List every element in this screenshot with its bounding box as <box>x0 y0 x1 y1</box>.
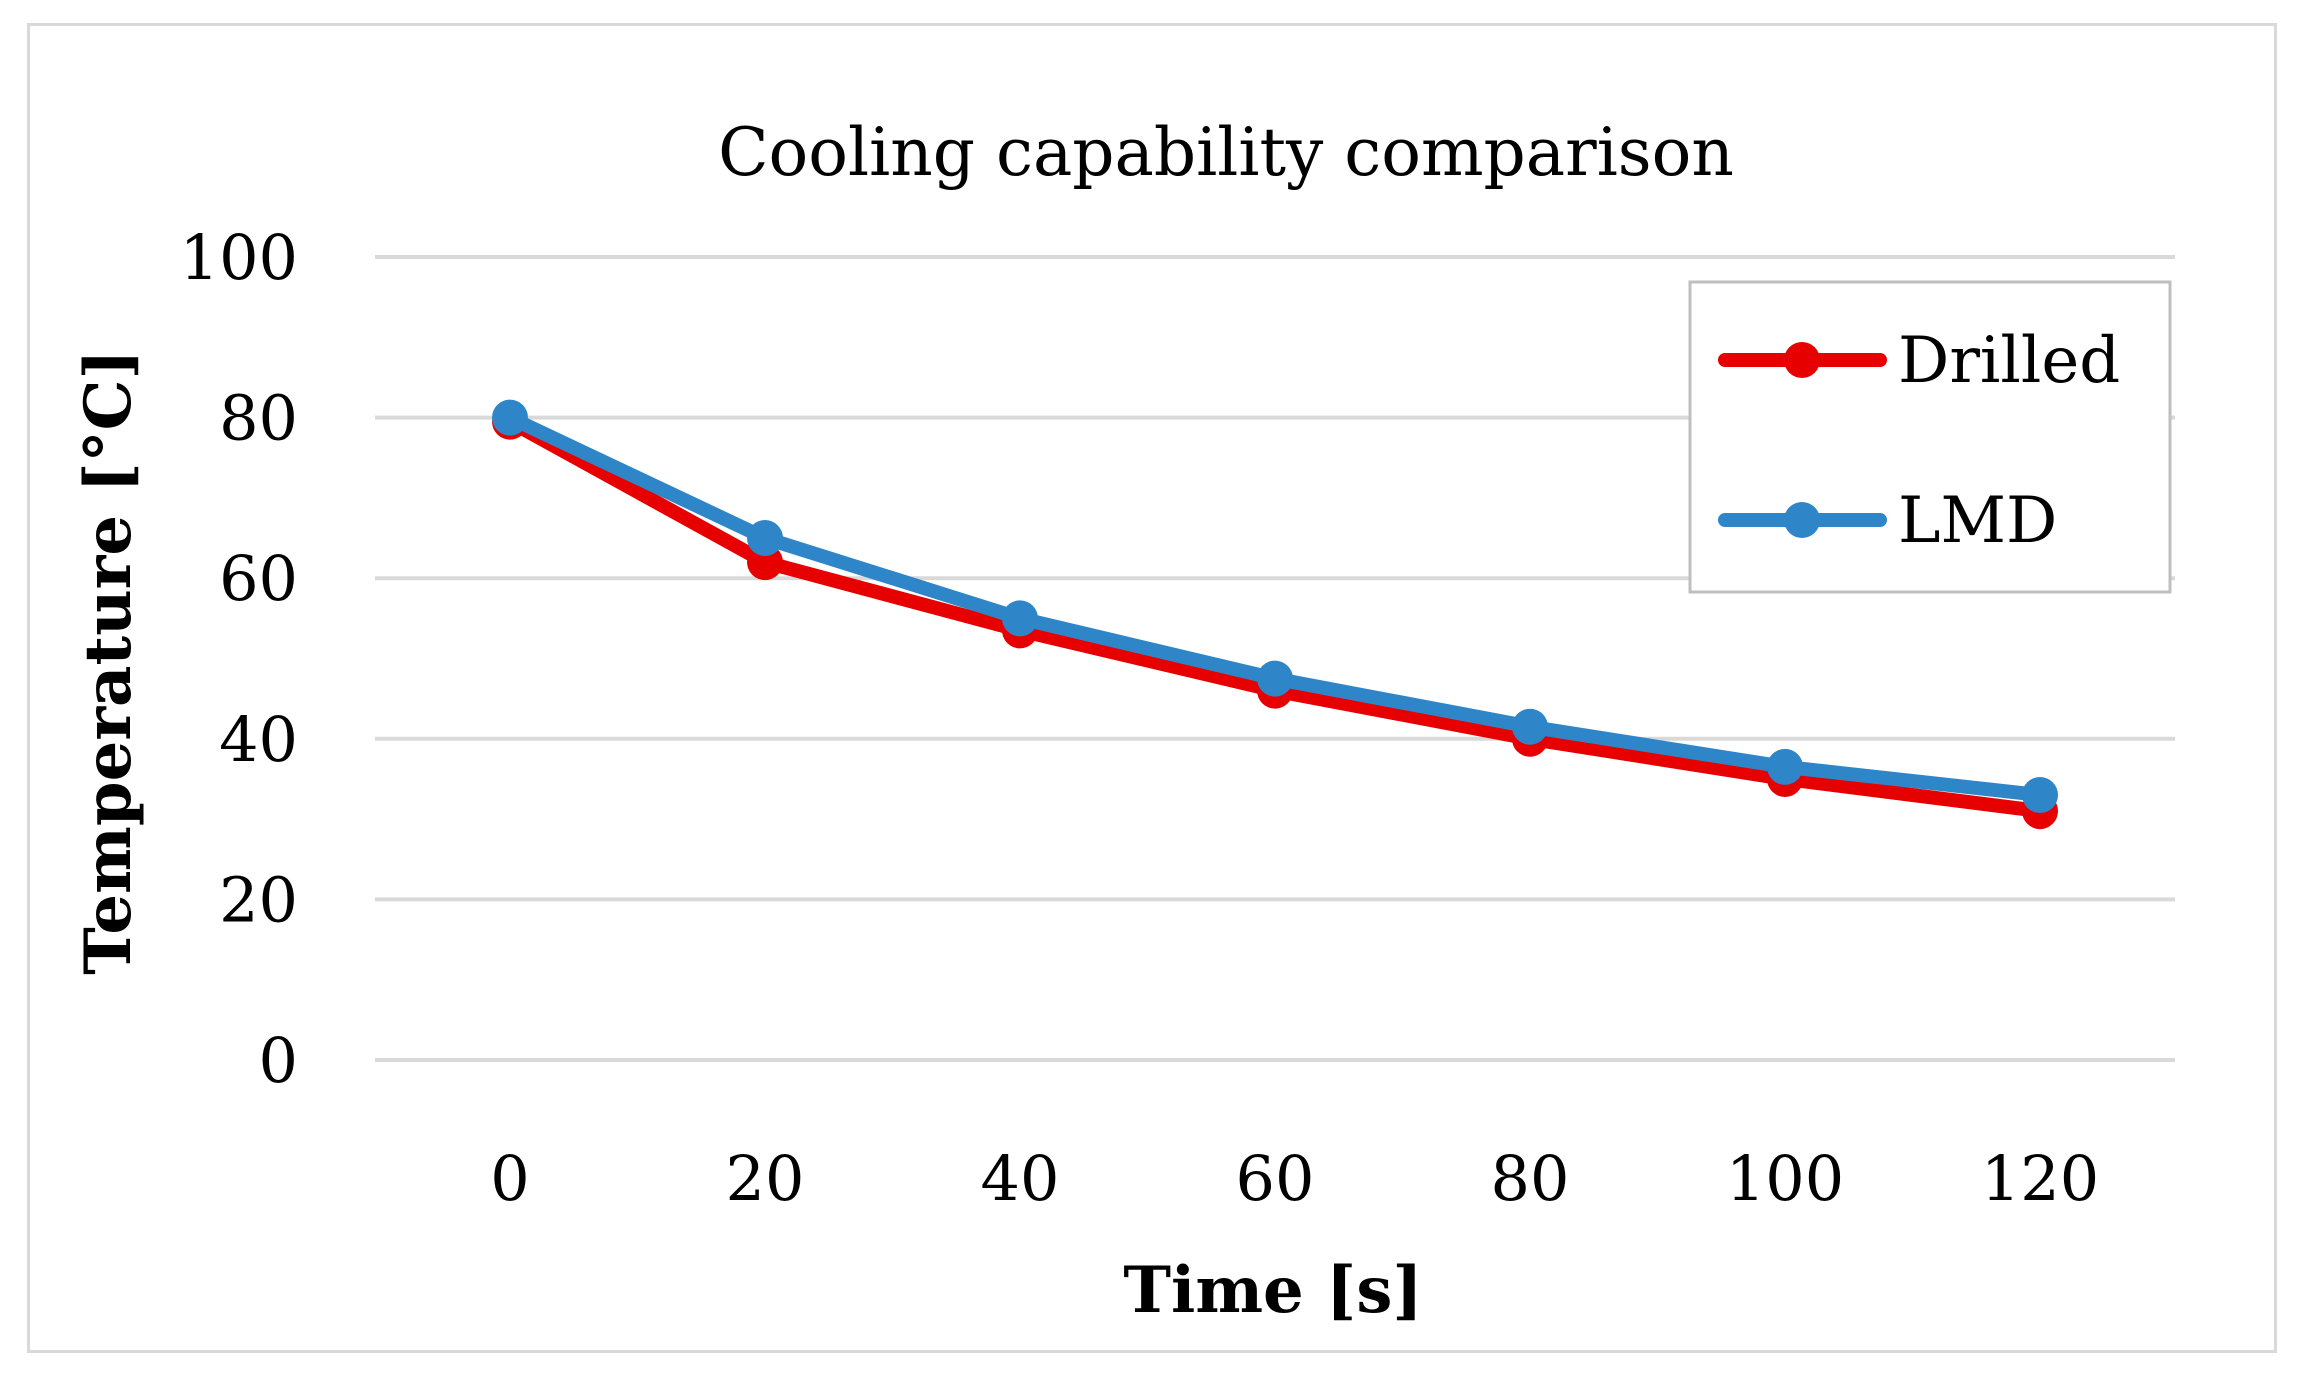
y-tick-labels: 0 20 40 60 80 100 <box>180 221 298 1097</box>
y-tick-label: 80 <box>219 382 298 455</box>
y-axis-label: Temperature [°C] <box>71 349 146 975</box>
x-tick-label: 100 <box>1726 1142 1844 1215</box>
data-point-lmd <box>492 399 528 436</box>
data-point-lmd <box>1512 708 1548 745</box>
chart-title: Cooling capability comparison <box>718 114 1734 191</box>
data-point-lmd <box>747 520 783 557</box>
x-tick-label: 120 <box>1981 1142 2099 1215</box>
legend-swatch-marker <box>1784 502 1820 538</box>
x-tick-label: 20 <box>726 1142 805 1215</box>
legend-label: Drilled <box>1898 324 2120 398</box>
x-axis-label: Time [s] <box>1123 1253 1422 1328</box>
chart-frame <box>27 23 2277 1353</box>
legend-box <box>1688 280 2172 594</box>
x-tick-labels: 0 20 40 60 80 100 120 <box>490 1142 2099 1215</box>
y-tick-label: 60 <box>219 542 298 615</box>
data-point-lmd <box>1002 600 1038 637</box>
y-tick-label: 20 <box>219 863 298 936</box>
series-group <box>492 399 2058 830</box>
y-tick-label: 100 <box>180 221 298 294</box>
legend: Drilled LMD <box>1688 280 2172 594</box>
data-point-lmd <box>2022 777 2058 814</box>
legend-label: LMD <box>1898 484 2057 558</box>
x-tick-label: 0 <box>490 1142 529 1215</box>
y-tick-label: 40 <box>219 703 298 776</box>
y-tick-label: 0 <box>259 1024 298 1097</box>
data-point-lmd <box>1257 660 1293 697</box>
x-tick-label: 40 <box>981 1142 1060 1215</box>
x-tick-label: 60 <box>1236 1142 1315 1215</box>
grid-lines <box>375 255 2175 1062</box>
legend-swatch-marker <box>1784 342 1820 378</box>
x-tick-label: 80 <box>1491 1142 1570 1215</box>
data-point-lmd <box>1767 748 1803 785</box>
